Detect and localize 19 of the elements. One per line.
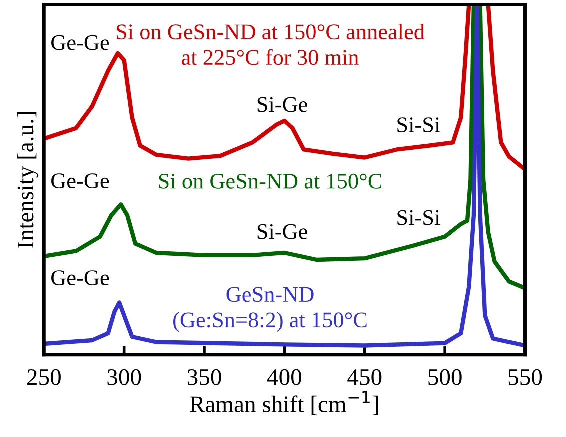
annotation: Ge-Ge <box>52 174 110 189</box>
annotation: Si-Si <box>398 118 440 133</box>
x-tick-label: 250 <box>27 369 61 386</box>
annotation: Si-Ge <box>258 97 308 112</box>
x-tick-label: 450 <box>348 369 382 386</box>
series-label: Si on GeSn-ND at 150°C annealed at 225°C for 30 min <box>117 24 425 66</box>
series-label: Si on GeSn-ND at 150°C <box>159 174 382 189</box>
x-tick-label: 300 <box>108 369 142 386</box>
x-tick-label: 350 <box>188 369 222 386</box>
annotation: Ge-Ge <box>52 35 110 50</box>
x-tick-label: 550 <box>508 369 542 386</box>
x-axis-title: Raman shift [cm$^{−1}$] <box>190 391 378 416</box>
x-tick-label: 500 <box>428 369 462 386</box>
y-axis-title: Intensity [a.u.] <box>17 112 39 248</box>
annotation: Ge-Ge <box>52 270 110 286</box>
annotation: Si-Ge <box>258 224 308 240</box>
series-label: GeSn-ND (Ge:Sn=8:2) at 150°C <box>174 287 367 332</box>
x-tick-label: 400 <box>267 369 302 386</box>
annotation: Si-Si <box>398 210 440 226</box>
